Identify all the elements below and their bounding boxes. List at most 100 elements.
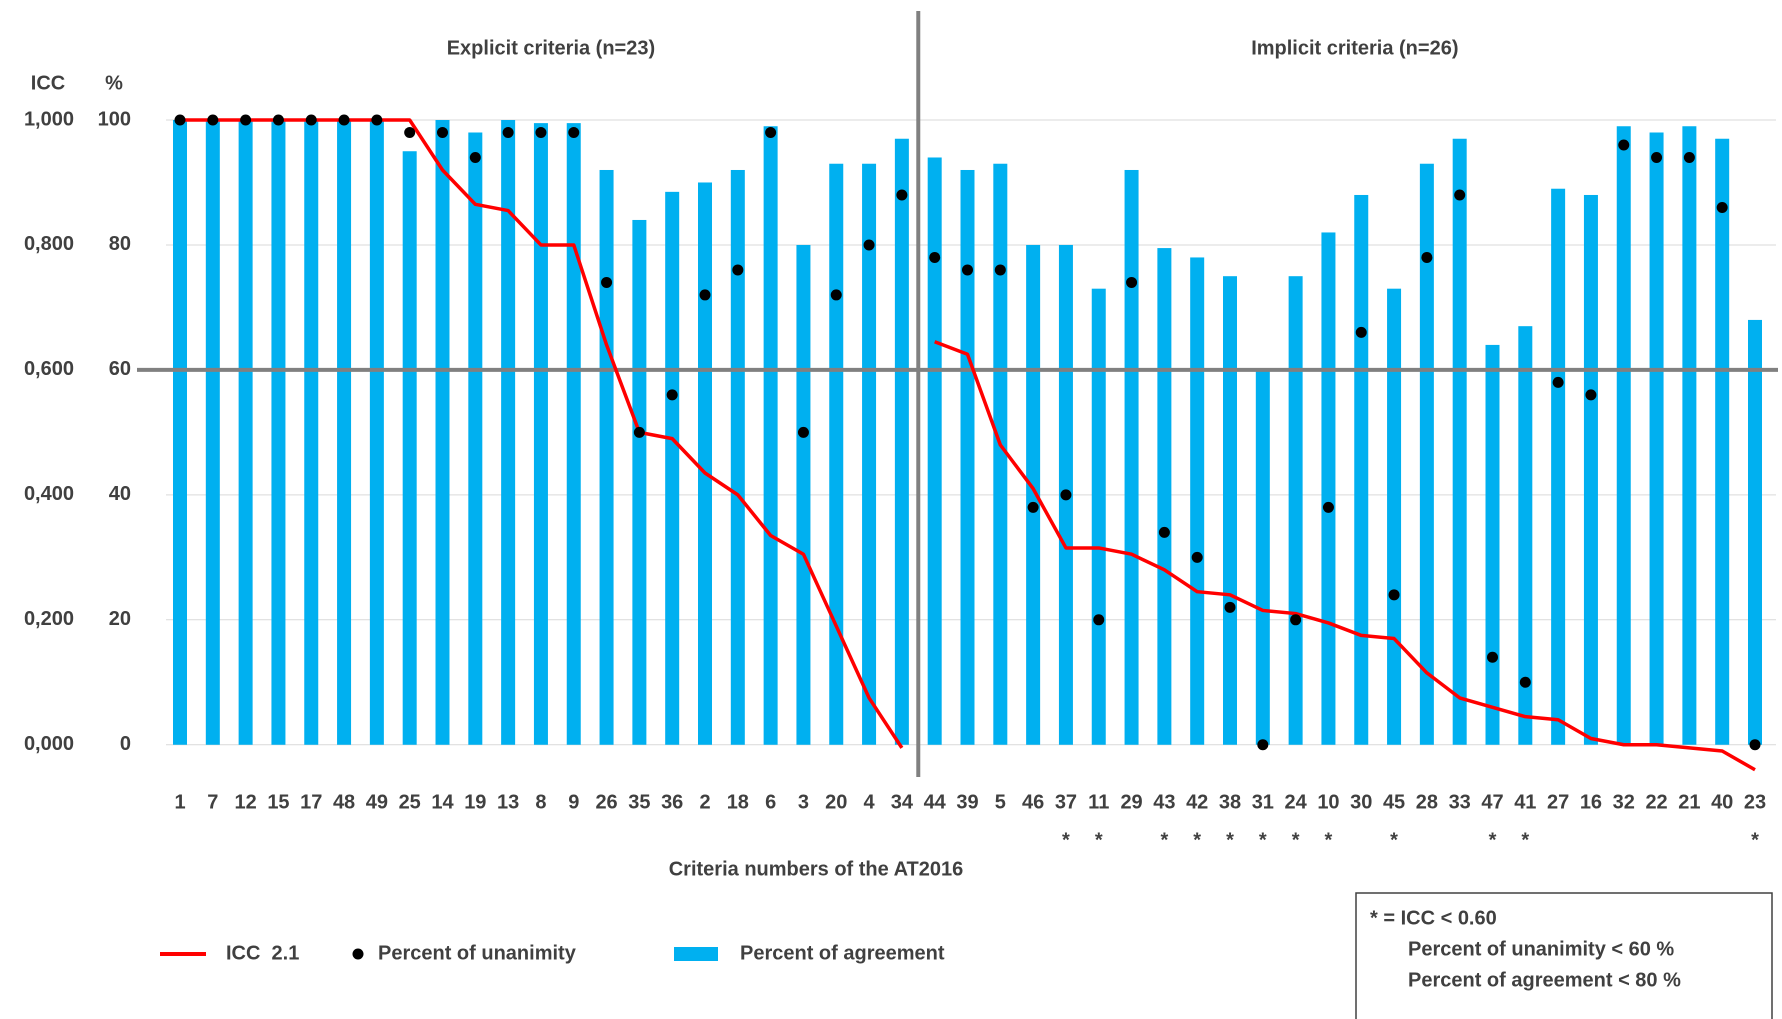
y-tick-label: 100 [98,108,131,130]
bar [1715,138,1730,745]
dot [371,114,383,126]
note-line: Percent of agreement < 80 % [1408,969,1681,991]
y2-tick-label: 1,000 [24,108,74,130]
dot [1454,189,1466,201]
x-tick-label: 43 [1153,791,1175,813]
x-tick-label: 27 [1547,791,1569,813]
bar [271,120,286,745]
bar [632,219,647,745]
dot [437,126,448,138]
dot [305,114,317,126]
x-tick-label: 4 [864,791,876,813]
dot [1749,739,1761,751]
x-tick-label: 10 [1317,791,1339,813]
bar [435,120,450,745]
x-tick-label: 31 [1252,791,1274,813]
bar [1452,138,1467,745]
marker: * [1160,829,1168,851]
x-tick-label: 15 [267,791,289,813]
dot [207,114,219,126]
x-tick-label: 19 [464,791,486,813]
dot [633,426,645,438]
marker: * [1390,829,1398,851]
marker: * [1193,829,1201,851]
dot [1487,651,1498,663]
x-tick-label: 6 [765,791,776,813]
bar [533,123,548,745]
x-tick-label: 24 [1285,791,1308,813]
x-tick-label: 25 [399,791,421,813]
bar [1124,169,1139,745]
bar [1321,232,1336,745]
y-tick-label: 60 [109,358,131,380]
marker: * [1751,829,1759,851]
legend-label: ICC 2.1 [226,942,299,964]
x-tick-label: 21 [1678,791,1700,813]
x-tick-label: 42 [1186,791,1208,813]
marker: * [1521,829,1529,851]
y-tick-label: 40 [109,483,131,505]
bar [1091,288,1106,745]
note-box [1355,892,1773,1019]
dot [174,114,186,126]
y-tick-label: 0 [120,733,131,755]
x-tick-label: 2 [699,791,710,813]
bar [829,163,844,745]
dot [962,264,973,276]
dot [1716,201,1728,213]
bar [665,191,680,745]
marker: * [1226,829,1234,851]
x-tick-label: 37 [1055,791,1077,813]
y2-tick-label: 0,000 [24,733,74,755]
x-tick-label: 23 [1744,791,1766,813]
dot [1651,151,1663,163]
x-tick-label: 44 [924,791,947,813]
bar [1748,319,1762,745]
x-tick-label: 47 [1481,791,1503,813]
x-tick-label: 49 [366,791,388,813]
x-tick-label: 26 [595,791,617,813]
dot [1126,276,1138,288]
marker: * [1325,829,1333,851]
bar [993,163,1008,745]
bar [698,182,712,745]
dot [929,251,941,263]
marker: * [1095,829,1103,851]
x-tick-label: 35 [628,791,650,813]
x-tick-label: 9 [568,791,579,813]
marker: * [1062,829,1070,851]
bar [730,169,745,745]
bar [566,123,581,745]
legend-label: Percent of unanimity [378,942,577,964]
dot [272,114,284,126]
dot [830,289,842,301]
legend-label: Percent of agreement [740,942,945,964]
dot [1552,376,1564,388]
group-title: Explicit criteria (n=23) [447,37,655,59]
dot [469,151,481,163]
x-tick-label: 18 [727,791,749,813]
x-tick-label: 36 [661,791,683,813]
bar [1551,188,1566,745]
bar [402,151,417,745]
dot [1093,614,1105,626]
dot [240,114,252,126]
bar [501,120,516,745]
dot [1191,551,1203,563]
bar [1288,276,1303,745]
x-tick-label: 46 [1022,791,1044,813]
bar [173,120,187,745]
bar [1223,276,1237,745]
marker: * [1292,829,1300,851]
bar [1255,369,1270,745]
x-tick-label: 45 [1383,791,1405,813]
x-tick-label: 39 [956,791,978,813]
marker: * [1489,829,1497,851]
bar [1485,344,1500,745]
x-tick-label: 17 [300,791,322,813]
x-tick-label: 22 [1645,791,1667,813]
bar [205,120,220,745]
dot [404,126,416,138]
x-tick-label: 38 [1219,791,1241,813]
bar [862,163,877,745]
